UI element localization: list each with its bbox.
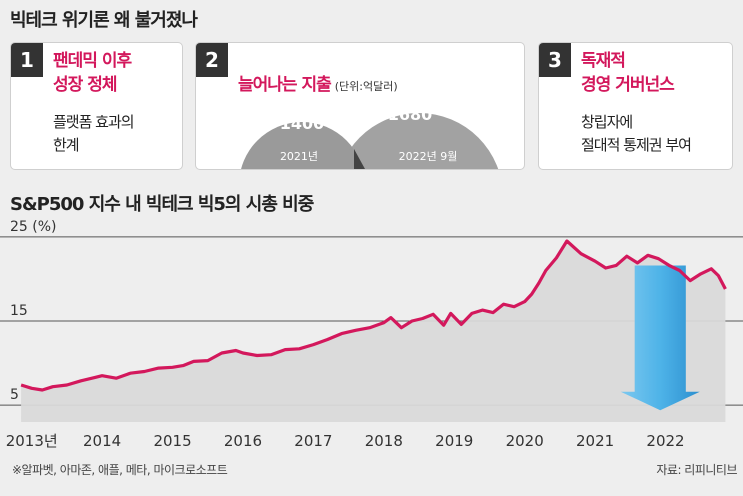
area-fill <box>21 241 726 422</box>
number-badge: 2 <box>196 43 228 77</box>
x-tick-label: 2021 <box>576 432 614 450</box>
market-share-chart: 25 (%) 15 5 2013년 2014 2015 2016 2017 2018 2019 2… <box>0 220 743 450</box>
series-line <box>20 239 727 392</box>
info-panel-1: 1 팬데믹 이후 성장 정체 플랫폼 효과의 한계 <box>10 42 183 170</box>
y-tick-label: 15 <box>10 303 28 319</box>
x-tick-label: 2016 <box>224 432 262 450</box>
x-tick-label: 2017 <box>294 432 332 450</box>
x-tick-label: 2015 <box>153 432 191 450</box>
number-badge: 1 <box>11 43 43 77</box>
x-tick-label: 2022 <box>646 432 684 450</box>
bubble-value-2021: 1400 <box>280 114 325 133</box>
spending-bubbles: 1400 2021년 1680 2022년 9월 <box>241 105 499 169</box>
footnote: ※알파벳, 아마존, 애플, 메타, 마이크로소프트 <box>12 463 228 477</box>
bubble-2021 <box>241 122 363 169</box>
source-note: 자료: 리피니티브 <box>656 463 737 477</box>
unit-note: (단위:억달러) <box>334 80 398 93</box>
panel-body: 창립자에 절대적 통제권 부여 <box>581 113 692 154</box>
x-tick-label: 2020 <box>506 432 544 450</box>
down-arrow-icon <box>620 265 700 411</box>
x-tick-label: 2013년 <box>6 432 58 450</box>
bubble-label-2021: 2021년 <box>280 150 318 163</box>
bubble-2022 <box>339 113 499 169</box>
chart-title: S&P500 지수 내 빅테크 빅5의 시총 비중 <box>10 194 314 215</box>
y-tick-label: 5 <box>10 387 19 403</box>
info-panel-2: 2 늘어나는 지출 (단위:억달러) 1400 2021년 1680 2022년 … <box>195 42 525 170</box>
panel-heading-text: 늘어나는 지출 <box>238 75 332 95</box>
bubble-label-2022: 2022년 9월 <box>399 150 458 163</box>
panel-heading: 독재적 경영 거버넌스 <box>581 51 675 95</box>
panel-body: 플랫폼 효과의 한계 <box>53 113 135 154</box>
x-tick-label: 2014 <box>83 432 121 450</box>
page-title: 빅테크 위기론 왜 불거졌나 <box>10 10 198 31</box>
bubble-value-2022: 1680 <box>388 105 433 124</box>
y-tick-label: 25 (%) <box>10 220 57 235</box>
panel-heading: 늘어나는 지출 (단위:억달러) <box>238 49 398 99</box>
info-panel-3: 3 독재적 경영 거버넌스 창립자에 절대적 통제권 부여 <box>538 42 733 170</box>
panel-heading: 팬데믹 이후 성장 정체 <box>53 51 132 95</box>
x-tick-label: 2018 <box>365 432 403 450</box>
x-tick-label: 2019 <box>435 432 473 450</box>
number-badge: 3 <box>539 43 571 77</box>
